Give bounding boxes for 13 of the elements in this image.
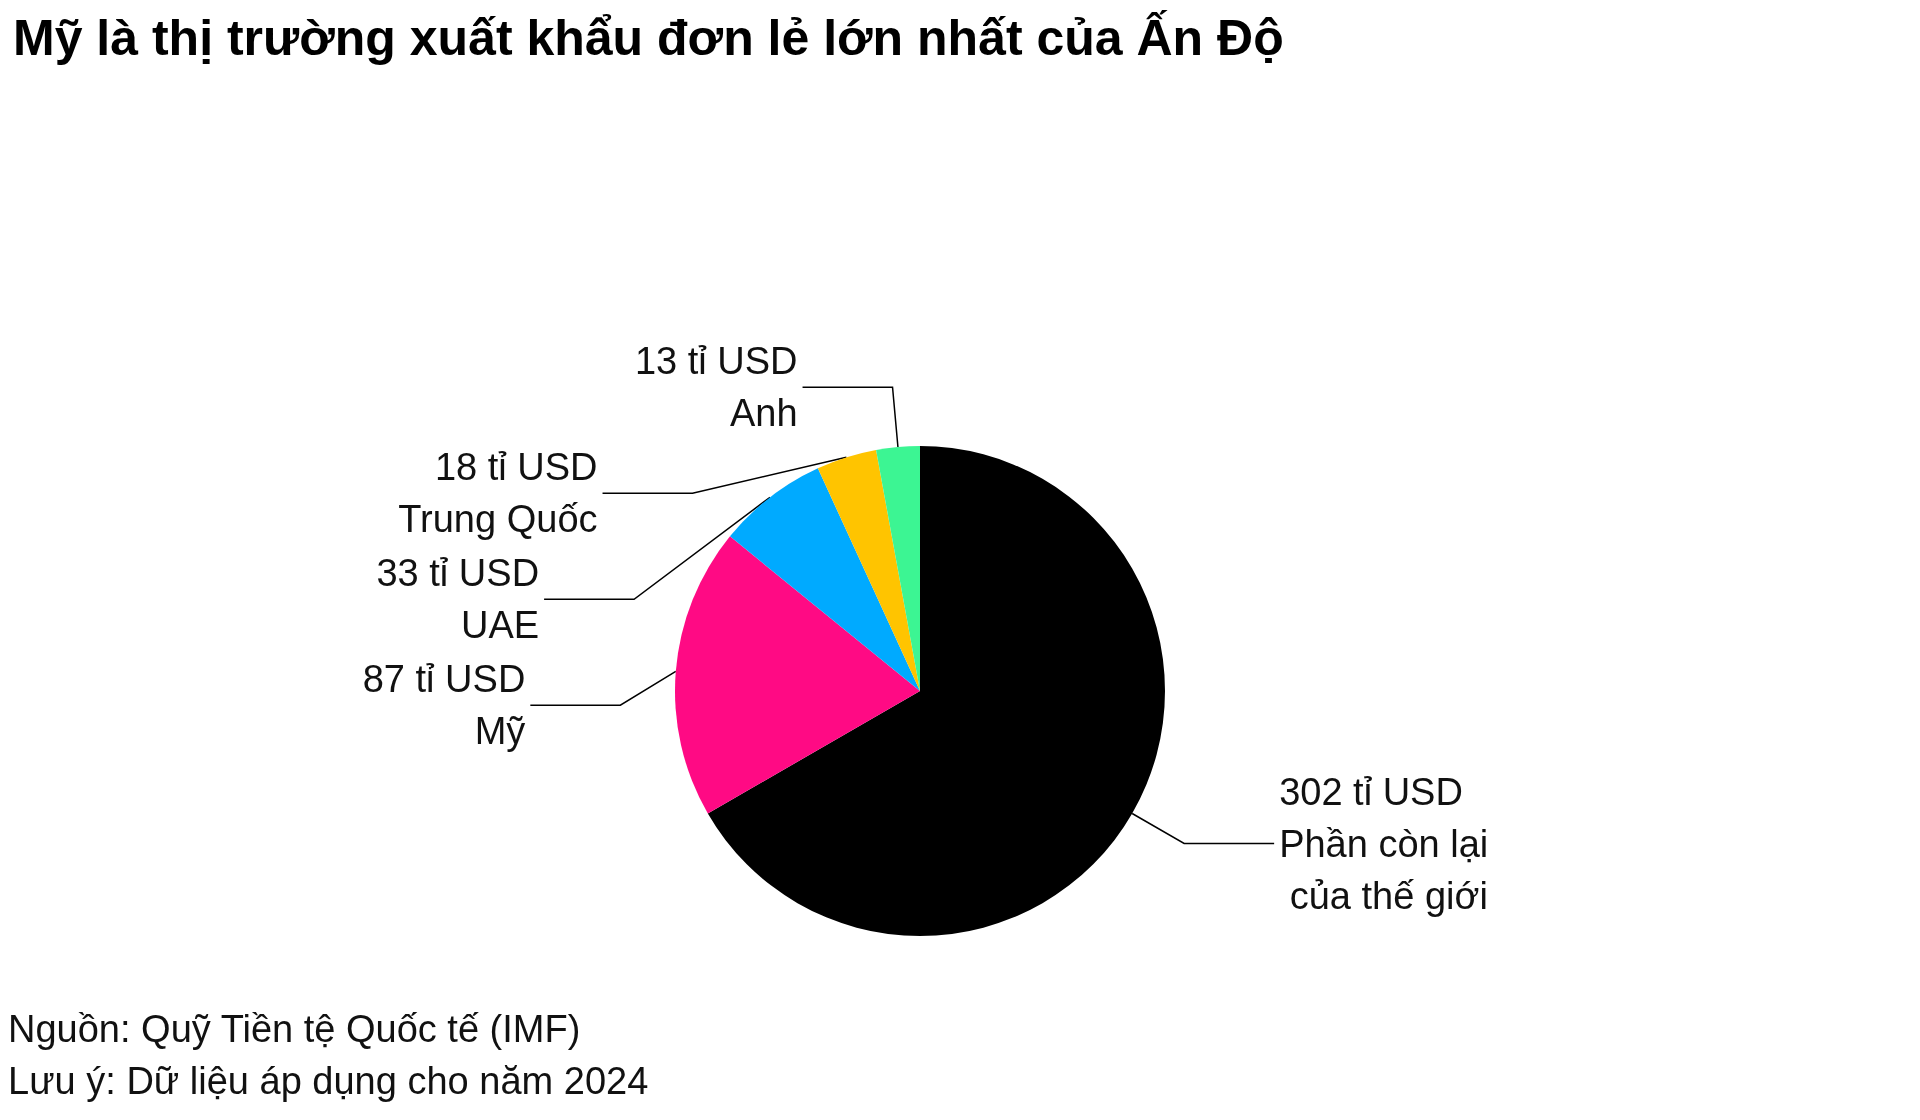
slice-label: Anh — [729, 392, 798, 435]
data-label: 33 tỉ USD — [376, 552, 540, 595]
slice-label: UAE — [460, 604, 540, 647]
data-label: 302 tỉ USD — [1279, 770, 1463, 813]
slice-label: Mỹ — [474, 710, 526, 753]
slice-label: Phần còn lại của thế giới — [1279, 822, 1489, 917]
text: Nguồn: Quỹ Tiền tệ Quốc tế (IMF) — [8, 1008, 581, 1050]
data-label: 13 tỉ USD — [634, 340, 798, 383]
chart-title: Mỹ là thị trường xuất khẩu đơn lẻ lớn nhất của Ấn Độ — [13, 10, 1284, 66]
text: Lưu ý: Dữ liệu áp dụng cho năm 2024 — [8, 1060, 649, 1102]
data-label: 18 tỉ USD — [434, 446, 598, 489]
slice-label: Trung Quốc — [398, 498, 598, 541]
data-label: 87 tỉ USD — [362, 658, 526, 701]
